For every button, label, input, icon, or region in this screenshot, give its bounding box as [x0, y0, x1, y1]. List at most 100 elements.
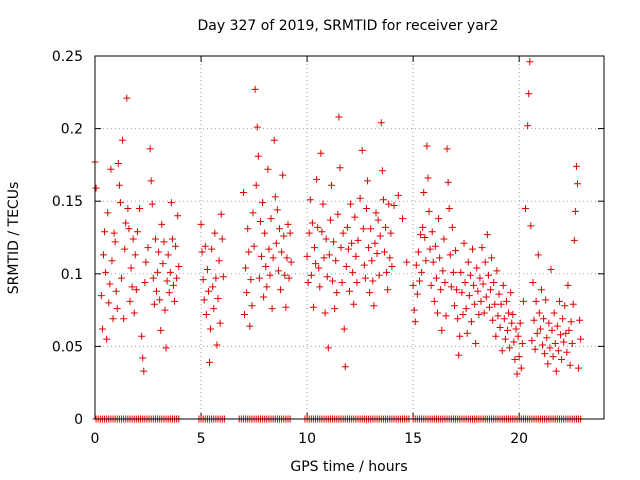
data-point [563, 348, 571, 356]
data-point [538, 341, 546, 349]
data-point [350, 300, 358, 308]
data-point [498, 347, 506, 355]
data-point [480, 309, 488, 317]
data-point [399, 215, 407, 223]
data-point [153, 287, 161, 295]
data-point [418, 268, 426, 276]
data-point [354, 236, 362, 244]
data-point [144, 244, 152, 252]
data-point [428, 228, 436, 236]
data-point [216, 319, 224, 327]
data-point [346, 287, 353, 295]
data-point [274, 267, 282, 275]
data-point [210, 305, 218, 313]
data-point [496, 324, 504, 332]
data-point [246, 322, 254, 330]
y-tick-label: 0.2 [61, 122, 83, 138]
data-point [546, 344, 554, 352]
data-point [479, 280, 487, 288]
data-point [262, 263, 270, 271]
data-point [541, 350, 549, 358]
data-point [420, 188, 428, 196]
data-point [154, 268, 162, 276]
data-point [248, 302, 256, 310]
data-point [362, 204, 370, 212]
data-point [421, 234, 429, 241]
data-point [444, 178, 452, 186]
data-point [333, 289, 341, 297]
data-point [125, 225, 133, 233]
data-point [243, 289, 251, 297]
data-point [567, 318, 575, 326]
data-point [138, 332, 146, 340]
data-point [552, 367, 560, 375]
data-point [157, 326, 165, 334]
data-point [410, 306, 418, 314]
data-point [383, 268, 391, 276]
data-point [452, 247, 460, 255]
data-point [98, 325, 106, 333]
data-point [159, 260, 167, 268]
data-point [387, 229, 395, 237]
data-point [526, 58, 534, 66]
data-point [471, 300, 479, 308]
data-point [459, 310, 467, 318]
data-point [500, 315, 508, 323]
y-tick-label: 0.15 [52, 194, 83, 210]
data-point [112, 287, 120, 295]
data-point [413, 290, 421, 298]
data-point [374, 216, 382, 224]
data-point [491, 300, 499, 308]
data-point [342, 263, 350, 271]
data-point [450, 302, 458, 310]
data-point [570, 236, 578, 244]
data-point [384, 286, 392, 294]
data-point [129, 235, 137, 243]
data-point [278, 248, 286, 256]
data-point [448, 223, 456, 231]
data-point [409, 281, 417, 289]
data-point [97, 292, 105, 300]
data-point [270, 136, 278, 144]
data-point [336, 164, 344, 172]
data-point [260, 293, 268, 301]
chart-title: Day 327 of 2019, SRMTID for receiver yar… [198, 18, 499, 34]
data-point [439, 267, 447, 275]
data-point [394, 191, 402, 199]
data-point [281, 271, 289, 279]
data-point [122, 219, 130, 227]
data-point [116, 199, 124, 207]
data-point [358, 146, 366, 154]
data-point [331, 305, 339, 313]
data-point [198, 248, 206, 256]
data-point [429, 258, 437, 266]
data-point [140, 367, 148, 375]
data-point [447, 283, 455, 291]
data-point [253, 123, 261, 131]
data-point [213, 341, 221, 349]
data-point [449, 268, 457, 276]
x-tick-label: 20 [510, 431, 528, 447]
data-point [512, 325, 520, 333]
data-point [160, 238, 168, 246]
data-point [469, 245, 477, 253]
data-point [202, 310, 210, 318]
data-point [494, 312, 502, 320]
data-point [501, 335, 509, 343]
data-point [460, 239, 468, 247]
data-point [511, 355, 519, 363]
data-point [130, 309, 138, 317]
data-point [307, 271, 315, 279]
y-tick-labels: 0 0.05 0.1 0.15 0.2 0.25 [52, 49, 83, 428]
data-point [142, 258, 150, 266]
data-point [168, 235, 176, 243]
data-point [493, 267, 501, 275]
data-point [458, 289, 466, 297]
plot-frame [94, 55, 605, 420]
data-point [347, 200, 355, 208]
data-point [334, 210, 342, 218]
data-point [524, 122, 532, 130]
data-point [247, 276, 255, 284]
data-point [244, 225, 252, 233]
data-point [308, 219, 316, 227]
